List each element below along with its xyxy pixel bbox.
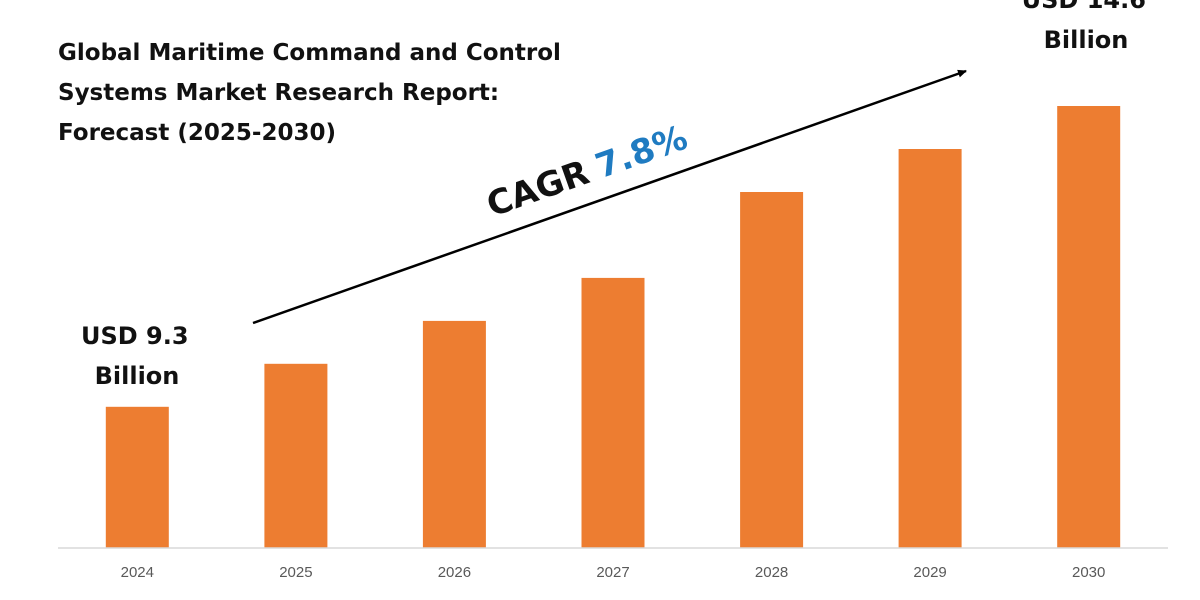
bars-group bbox=[105, 106, 1121, 548]
x-tick-label-2030: 2030 bbox=[1072, 564, 1105, 581]
x-tick-label-2027: 2027 bbox=[596, 564, 629, 581]
bar-2028 bbox=[740, 192, 804, 548]
bar-2030 bbox=[1057, 106, 1121, 548]
end-value-line-1: USD 14.6 bbox=[1022, 0, 1146, 14]
chart-title-line-1: Global Maritime Command and Control bbox=[58, 40, 561, 66]
x-tick-label-2029: 2029 bbox=[913, 564, 946, 581]
end-value-label: USD 14.6 Billion bbox=[1022, 0, 1151, 54]
bar-2026 bbox=[422, 320, 486, 548]
x-tick-label-2028: 2028 bbox=[755, 564, 788, 581]
bar-2024 bbox=[105, 406, 169, 548]
bar-2027 bbox=[581, 277, 645, 548]
start-value-line-2: Billion bbox=[95, 362, 180, 390]
cagr-value: 7.8% bbox=[590, 118, 692, 187]
cagr-prefix: CAGR bbox=[482, 153, 595, 226]
bar-2029 bbox=[898, 149, 962, 548]
x-tick-label-2024: 2024 bbox=[121, 564, 154, 581]
growth-arrow bbox=[252, 69, 967, 325]
start-value-line-1: USD 9.3 bbox=[81, 322, 189, 350]
bar-2025 bbox=[264, 363, 328, 548]
x-tick-label-2025: 2025 bbox=[279, 564, 312, 581]
x-axis-ticks: 2024 2025 2026 2027 2028 2029 2030 bbox=[121, 564, 1106, 581]
end-value-line-2: Billion bbox=[1044, 26, 1129, 54]
chart-title-line-3: Forecast (2025-2030) bbox=[58, 120, 336, 146]
chart-title: Global Maritime Command and Control Syst… bbox=[58, 40, 565, 146]
start-value-label: USD 9.3 Billion bbox=[81, 322, 193, 390]
chart-title-line-2: Systems Market Research Report: bbox=[58, 80, 499, 106]
cagr-label: CAGR7.8% bbox=[482, 118, 693, 226]
x-tick-label-2026: 2026 bbox=[438, 564, 471, 581]
